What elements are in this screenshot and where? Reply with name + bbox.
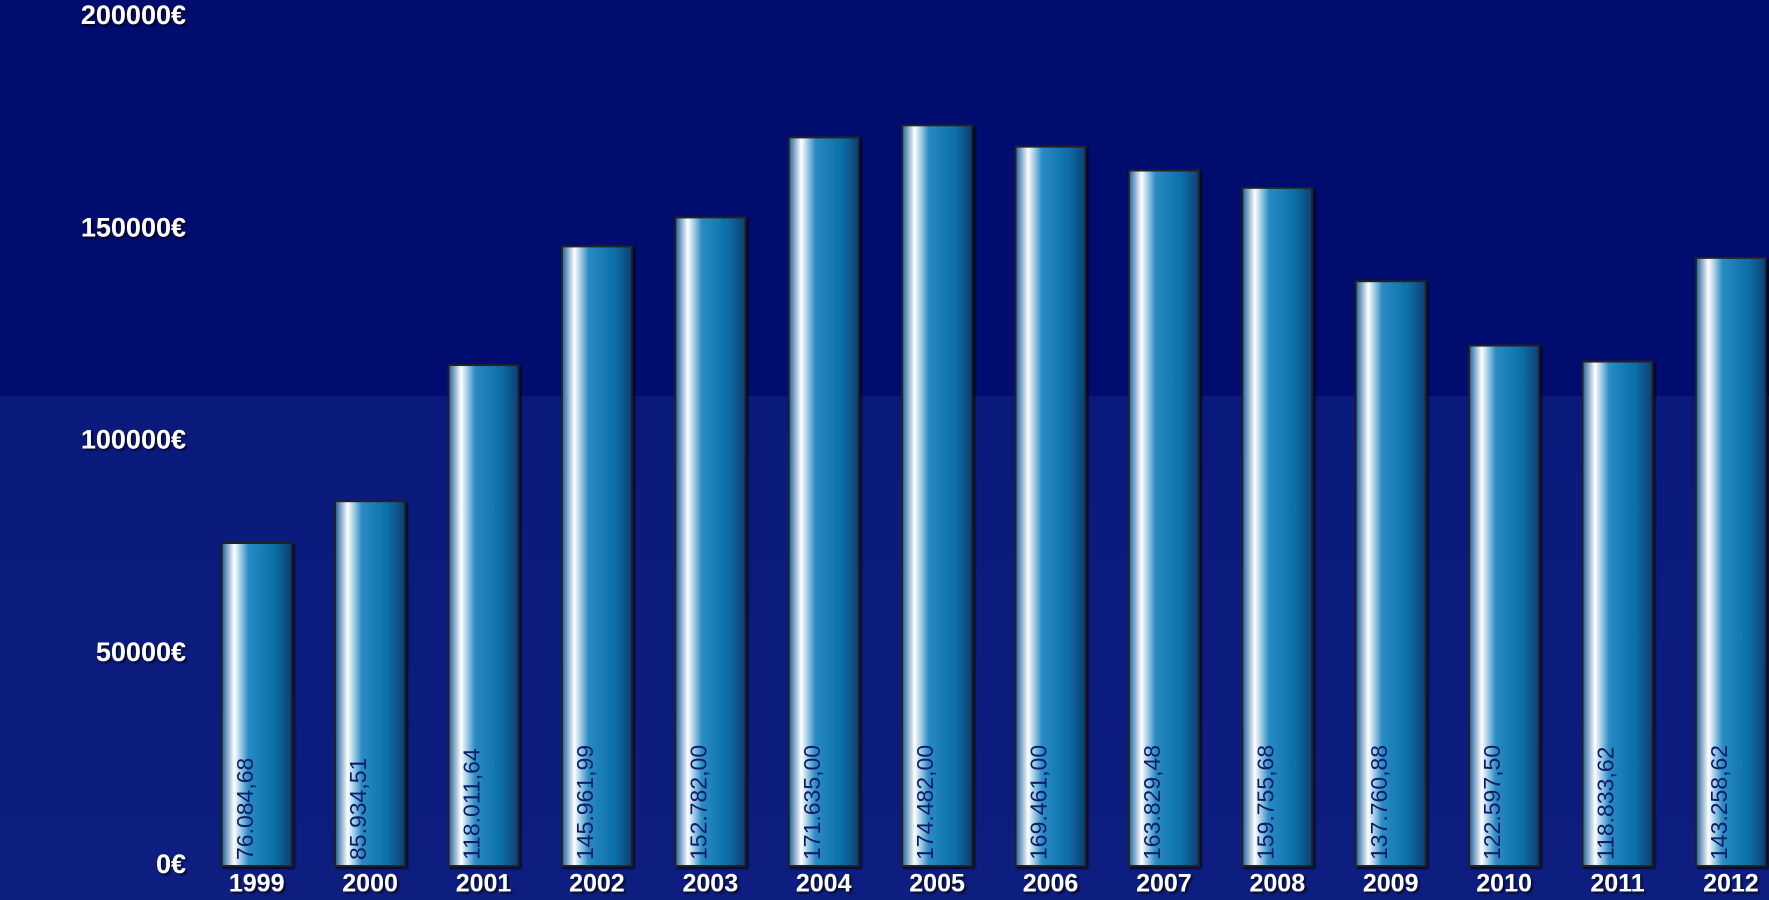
- value-label: 159.755,68: [1252, 745, 1278, 860]
- bar: [1127, 169, 1200, 867]
- x-tick-label: 2007: [1136, 870, 1192, 898]
- bar: [447, 364, 520, 867]
- bar: [334, 500, 407, 867]
- value-label: 174.482,00: [912, 745, 938, 860]
- value-label: 85.934,51: [345, 758, 371, 860]
- bar: [1354, 280, 1427, 867]
- value-label: 118.011,64: [459, 748, 485, 860]
- value-label: 169.461,00: [1026, 745, 1052, 860]
- bar: [787, 136, 860, 867]
- x-tick-label: 2012: [1703, 870, 1759, 898]
- x-tick-label: 2002: [569, 870, 625, 898]
- x-tick-label: 2009: [1363, 870, 1419, 898]
- bar: [1014, 145, 1087, 867]
- x-tick-label: 2003: [682, 870, 738, 898]
- value-label: 163.829,48: [1139, 745, 1165, 860]
- value-label: 145.961,99: [572, 745, 598, 860]
- y-tick-label: 50000€: [96, 637, 186, 667]
- x-tick-label: 2004: [796, 870, 852, 898]
- x-tick-label: 2008: [1249, 870, 1305, 898]
- y-tick-label: 0€: [156, 849, 186, 879]
- y-tick-label: 200000€: [81, 0, 186, 30]
- value-label: 152.782,00: [685, 745, 711, 860]
- value-label: 76.084,68: [232, 758, 258, 860]
- bar: [1468, 344, 1541, 867]
- x-tick-label: 2011: [1590, 870, 1644, 898]
- x-tick-label: 2001: [456, 870, 512, 898]
- x-tick-label: 2010: [1476, 870, 1532, 898]
- bar: [1694, 256, 1767, 867]
- value-label: 171.635,00: [799, 745, 825, 860]
- bar: [560, 245, 633, 867]
- value-label: 137.760,88: [1366, 745, 1392, 860]
- x-tick-label: 2005: [909, 870, 965, 898]
- x-tick-label: 1999: [229, 870, 285, 898]
- y-tick-label: 100000€: [81, 425, 186, 455]
- value-label: 118.833,62: [1593, 747, 1619, 860]
- bar: [1241, 186, 1314, 867]
- x-tick-label: 2006: [1023, 870, 1079, 898]
- value-label: 122.597,50: [1479, 745, 1505, 860]
- bar: [220, 542, 293, 867]
- value-label: 143.258,62: [1706, 745, 1732, 860]
- bar: [1581, 360, 1654, 867]
- y-tick-label: 150000€: [81, 212, 186, 242]
- x-tick-label: 2000: [342, 870, 398, 898]
- bar: [674, 216, 747, 867]
- bar: [901, 124, 974, 867]
